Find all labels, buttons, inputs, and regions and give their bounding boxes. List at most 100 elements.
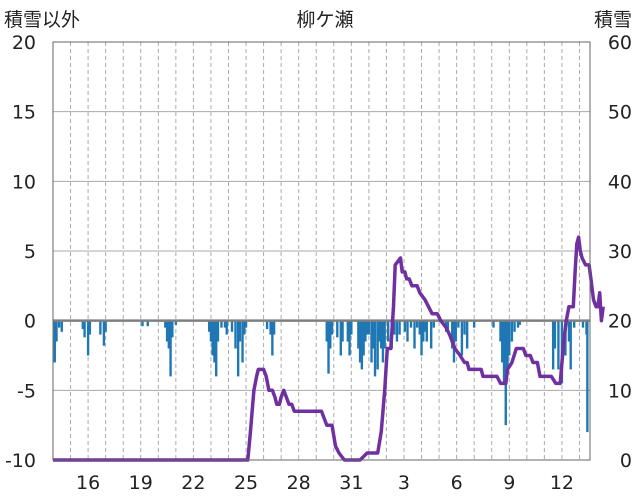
snow-depth-line <box>53 235 605 462</box>
bar <box>360 320 364 370</box>
bar <box>238 320 242 342</box>
x-tick-label: 28 <box>287 472 311 494</box>
bar <box>573 320 576 328</box>
bar <box>379 320 383 349</box>
bar <box>244 320 248 328</box>
x-tick-label: 12 <box>550 472 574 494</box>
bar <box>506 320 509 370</box>
x-tick-label: 22 <box>181 472 205 494</box>
bar <box>367 320 371 335</box>
bar <box>336 320 339 338</box>
right-tick-label: 50 <box>608 102 632 124</box>
bar <box>339 320 343 356</box>
left-tick-label: 15 <box>12 102 36 124</box>
bar <box>365 320 369 335</box>
bar <box>403 320 407 332</box>
bar <box>378 320 381 342</box>
bar <box>211 320 214 356</box>
bar <box>383 320 386 349</box>
right-tick-label: 60 <box>608 32 632 54</box>
bar <box>551 320 555 370</box>
bar <box>86 320 90 356</box>
bar <box>581 320 585 328</box>
right-axis-label: 積雪 <box>594 9 632 31</box>
bar <box>358 320 362 363</box>
bar <box>272 320 276 335</box>
bar <box>104 320 107 332</box>
bar <box>234 320 237 349</box>
bar <box>220 320 223 328</box>
bar <box>381 320 385 363</box>
bar <box>501 320 504 363</box>
x-axis-ticks: 16 19 22 25 28 31 3 6 9 12 <box>76 472 574 494</box>
bar <box>57 320 61 328</box>
bar <box>241 320 244 363</box>
bar <box>463 320 466 335</box>
bar <box>420 320 423 356</box>
bar <box>102 320 106 346</box>
bar <box>225 320 228 335</box>
bar <box>223 320 227 328</box>
bar <box>362 320 365 356</box>
bar <box>165 320 169 342</box>
x-tick-label: 19 <box>129 472 153 494</box>
bar <box>415 320 419 328</box>
bar <box>516 320 520 328</box>
left-axis-ticks: 20 15 10 5 0 -5 -10 <box>5 32 36 472</box>
bar <box>236 320 240 377</box>
bar <box>386 320 390 342</box>
bar <box>171 320 174 338</box>
bar <box>553 320 557 349</box>
bar <box>499 320 502 342</box>
bar <box>167 320 171 349</box>
bar <box>376 320 379 370</box>
bar <box>88 320 92 335</box>
bar <box>423 320 427 332</box>
bar <box>83 320 86 338</box>
bar <box>325 320 328 342</box>
bar <box>81 320 85 330</box>
bar <box>357 320 360 349</box>
bar <box>454 320 457 342</box>
bar <box>398 320 401 335</box>
bar <box>53 320 56 363</box>
bar <box>418 320 421 335</box>
x-tick-label: 31 <box>339 472 363 494</box>
bar <box>55 320 58 342</box>
bar <box>460 320 464 356</box>
bar <box>557 320 560 370</box>
bar <box>329 320 332 349</box>
right-tick-label: 20 <box>608 311 632 333</box>
bar <box>429 320 433 349</box>
bar <box>60 320 63 332</box>
x-tick-label: 9 <box>503 472 515 494</box>
bar <box>510 320 514 342</box>
bar <box>393 320 396 335</box>
left-tick-label: 20 <box>12 32 36 54</box>
plot-frame <box>52 41 591 461</box>
left-tick-label: -5 <box>17 380 36 402</box>
bar <box>341 320 344 342</box>
bar <box>513 320 516 332</box>
chart-title: 柳ケ瀬 <box>296 9 353 31</box>
bar <box>216 320 220 342</box>
bar <box>422 320 425 342</box>
right-tick-label: 0 <box>620 450 632 472</box>
bar <box>207 320 211 332</box>
bar <box>346 320 350 342</box>
bar <box>492 320 495 328</box>
grid <box>53 41 590 461</box>
right-tick-label: 10 <box>608 380 632 402</box>
bar <box>370 320 373 363</box>
bar <box>213 320 216 363</box>
right-tick-label: 30 <box>608 241 632 263</box>
bar <box>425 320 428 342</box>
bar <box>518 320 522 325</box>
bar <box>567 320 571 342</box>
bar <box>348 320 351 356</box>
bar <box>350 320 353 335</box>
x-tick-label: 3 <box>398 472 410 494</box>
bar <box>269 320 272 335</box>
bar <box>364 320 367 342</box>
